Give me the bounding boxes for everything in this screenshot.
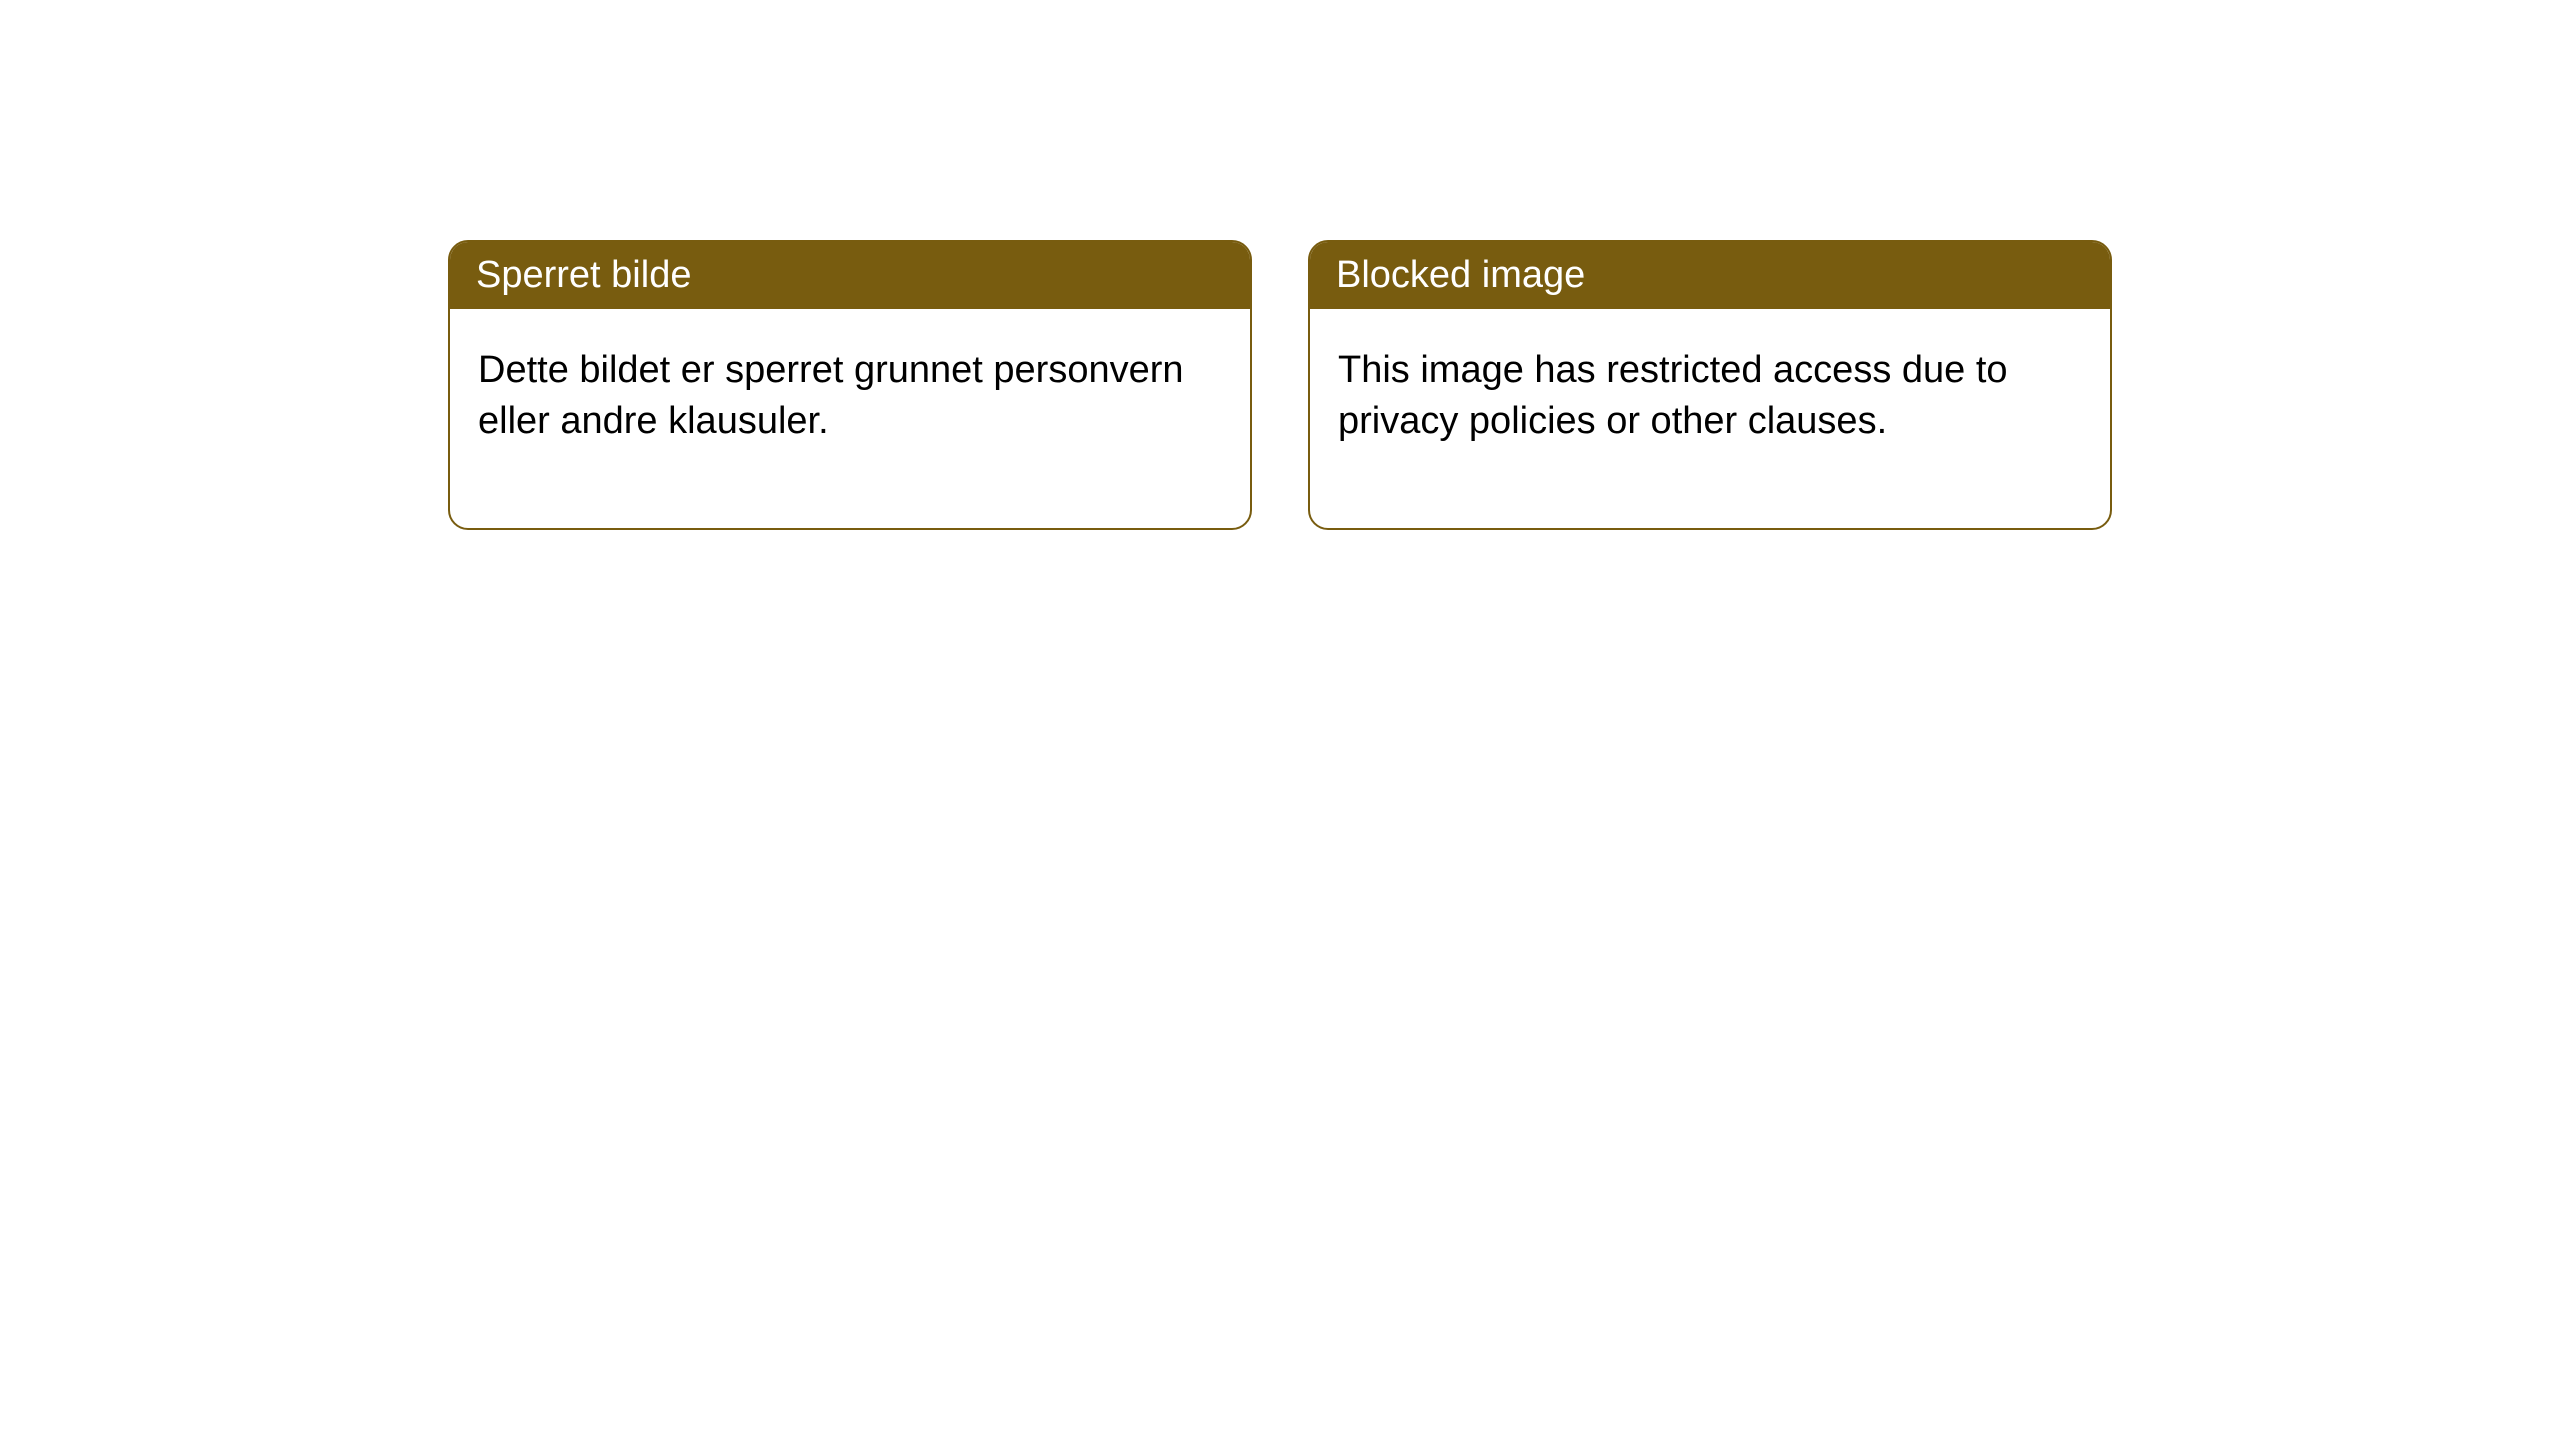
- card-title-en: Blocked image: [1336, 254, 1585, 296]
- blocked-image-card-no: Sperret bilde Dette bildet er sperret gr…: [448, 240, 1252, 530]
- notice-container: Sperret bilde Dette bildet er sperret gr…: [0, 0, 2560, 530]
- card-header-en: Blocked image: [1310, 242, 2110, 309]
- card-body-no: Dette bildet er sperret grunnet personve…: [450, 309, 1250, 528]
- card-header-no: Sperret bilde: [450, 242, 1250, 309]
- card-title-no: Sperret bilde: [476, 254, 691, 296]
- card-message-en: This image has restricted access due to …: [1338, 349, 2008, 442]
- card-message-no: Dette bildet er sperret grunnet personve…: [478, 349, 1184, 442]
- card-body-en: This image has restricted access due to …: [1310, 309, 2110, 528]
- blocked-image-card-en: Blocked image This image has restricted …: [1308, 240, 2112, 530]
